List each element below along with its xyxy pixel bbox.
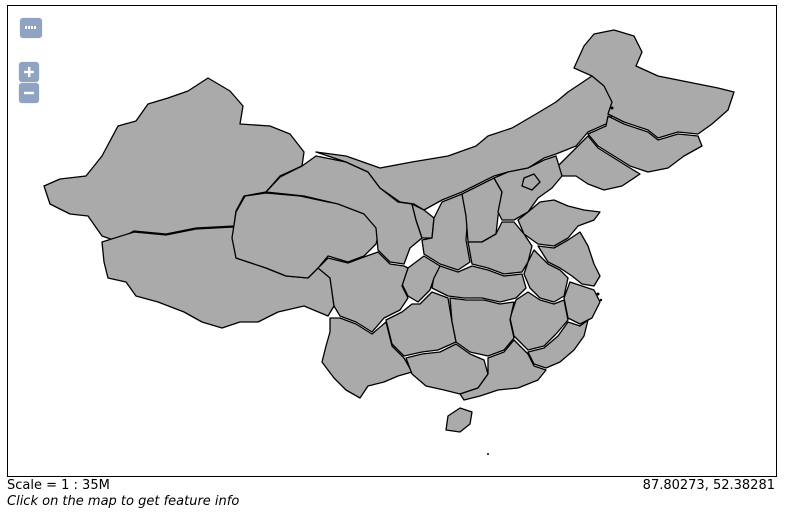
province-hainan[interactable]: [445, 407, 473, 433]
province-zhejiang[interactable]: [563, 281, 601, 325]
province-jilin[interactable]: [587, 115, 703, 173]
province-beijing[interactable]: [521, 173, 541, 191]
zoom-in-button[interactable]: [19, 62, 39, 82]
province-fujian[interactable]: [527, 319, 589, 369]
province-yunnan[interactable]: [321, 317, 413, 399]
island-dot: [487, 453, 489, 455]
island-dot: [596, 292, 600, 296]
province-shaanxi[interactable]: [421, 193, 471, 271]
province-henan[interactable]: [467, 221, 533, 275]
scale-label: Scale = 1 : 35M: [7, 478, 110, 493]
china-provinces-map[interactable]: [8, 6, 776, 476]
minus-icon: [24, 91, 34, 95]
mouse-coordinates: 87.80273, 52.38281: [642, 478, 775, 493]
province-guizhou[interactable]: [385, 291, 457, 357]
province-jiangsu[interactable]: [537, 231, 601, 287]
province-shanxi[interactable]: [461, 177, 503, 243]
island-dot: [610, 106, 614, 110]
plus-icon: [24, 67, 34, 77]
province-guangdong[interactable]: [459, 339, 547, 401]
province-hubei[interactable]: [431, 265, 527, 303]
province-shandong[interactable]: [517, 199, 601, 247]
province-anhui[interactable]: [523, 249, 569, 303]
map-viewport[interactable]: [7, 5, 777, 477]
zoom-out-button[interactable]: [19, 83, 39, 103]
layer-switcher-button[interactable]: [20, 18, 42, 38]
province-chongqing[interactable]: [401, 255, 441, 303]
feature-info-hint: Click on the map to get feature info: [7, 494, 240, 509]
province-sichuan[interactable]: [317, 251, 409, 333]
layers-icon: [25, 26, 36, 29]
island-dot: [599, 298, 603, 302]
province-heilongjiang[interactable]: [573, 29, 735, 139]
